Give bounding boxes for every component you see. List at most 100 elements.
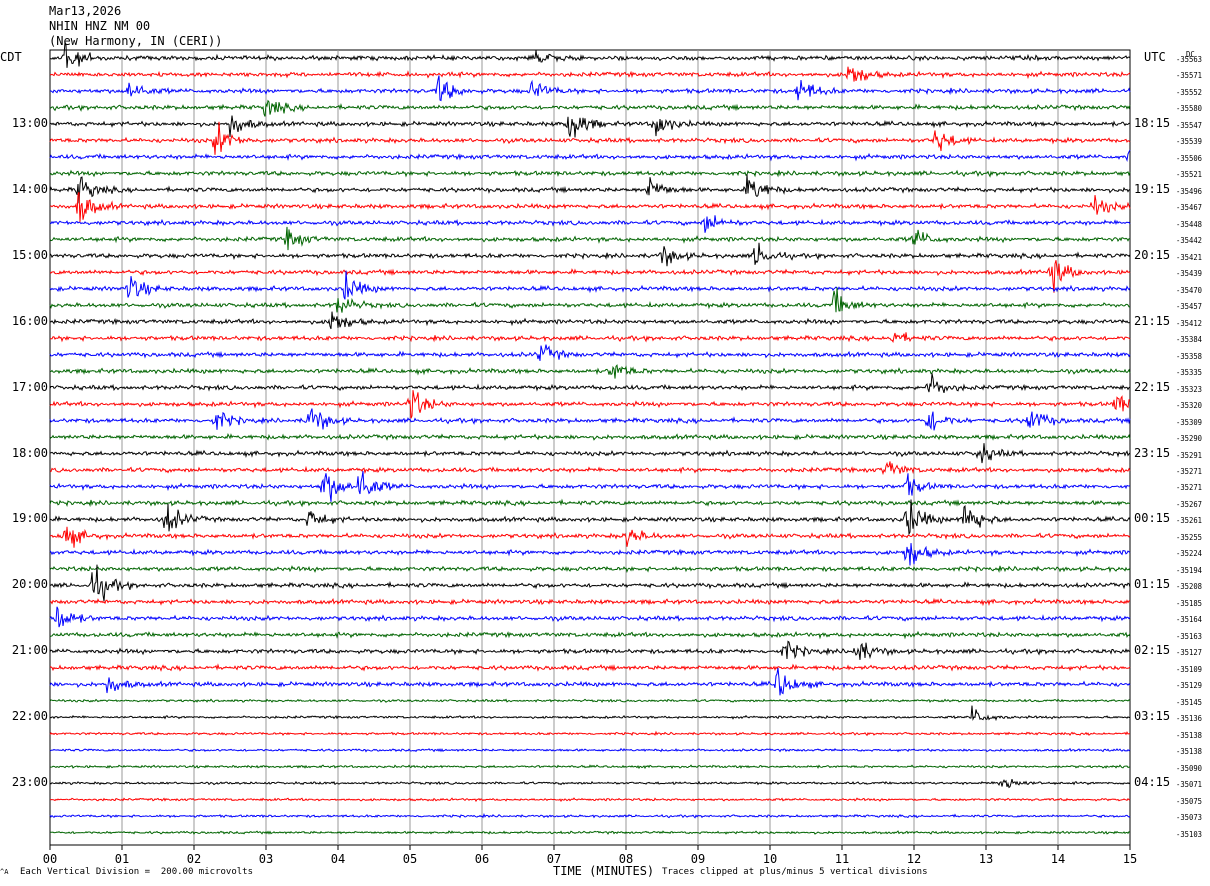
x-tick-label: 10 — [762, 852, 778, 866]
right-time-label: 20:15 — [1134, 247, 1171, 262]
trace-offset-label: -35271 — [1176, 467, 1203, 476]
x-tick-label: 02 — [186, 852, 202, 866]
right-time-label: 22:15 — [1134, 379, 1171, 394]
trace-offset-label: -35320 — [1176, 401, 1203, 411]
seismic-trace — [49, 311, 1131, 330]
left-timezone-label: CDT — [0, 50, 22, 64]
seismic-trace — [49, 149, 1131, 163]
seismic-trace — [49, 640, 1131, 660]
seismic-trace — [49, 830, 1131, 835]
seismic-trace — [49, 408, 1131, 431]
trace-offset-label: -35129 — [1176, 681, 1203, 691]
seismic-trace — [49, 564, 1131, 602]
seismic-trace — [49, 373, 1131, 394]
right-time-label: 21:15 — [1134, 313, 1171, 328]
header-station: NHIN HNZ NM 00 — [49, 19, 151, 33]
seismic-trace — [49, 597, 1131, 607]
right-time-label: 18:15 — [1134, 115, 1171, 130]
trace-offset-label: -35563 — [1176, 55, 1203, 64]
x-tick-label: 01 — [114, 852, 130, 866]
x-tick-label: 11 — [834, 852, 850, 866]
right-time-label: 03:15 — [1134, 709, 1171, 724]
seismic-trace — [49, 332, 1131, 343]
trace-offset-label: -35384 — [1176, 335, 1203, 345]
trace-offset-label: -35071 — [1176, 780, 1203, 790]
seismic-trace — [49, 543, 1131, 566]
trace-offset-label: -35073 — [1176, 813, 1203, 823]
footer-clip-note: Traces clipped at plus/minus 5 vertical … — [662, 867, 928, 877]
trace-offset-label: -35521 — [1176, 170, 1203, 180]
trace-offset-label: -35358 — [1176, 351, 1203, 361]
trace-offset-label: -35571 — [1176, 71, 1203, 81]
seismic-trace — [49, 75, 1131, 102]
seismic-trace — [49, 260, 1131, 293]
trace-offset-label: -35075 — [1176, 796, 1203, 806]
x-tick-label: 14 — [1050, 852, 1066, 866]
trace-offset-label: -35138 — [1176, 747, 1203, 757]
x-tick-label: 00 — [42, 852, 58, 866]
seismic-trace — [49, 169, 1131, 178]
trace-offset-label: -35412 — [1176, 318, 1203, 328]
seismic-trace — [49, 747, 1131, 753]
seismic-trace — [49, 764, 1131, 770]
trace-offset-label: -35261 — [1176, 516, 1203, 526]
trace-offset-label: -35496 — [1176, 186, 1203, 196]
left-time-label: 16:00 — [11, 313, 48, 328]
trace-offset-label: -35185 — [1176, 598, 1203, 608]
x-tick-label: 13 — [978, 852, 994, 866]
seismic-trace — [49, 443, 1131, 464]
right-time-label: 04:15 — [1134, 775, 1171, 790]
left-time-label: 15:00 — [11, 247, 48, 262]
left-time-label: 19:00 — [11, 511, 48, 526]
corner-mark: ^A — [0, 868, 9, 876]
plot-frame — [49, 49, 1131, 846]
trace-offset-label: -35323 — [1176, 384, 1203, 394]
seismic-trace — [49, 115, 1131, 138]
left-time-label: 18:00 — [11, 445, 48, 460]
trace-offset-label: -35291 — [1176, 450, 1203, 460]
left-time-label: 20:00 — [11, 577, 48, 592]
trace-offset-label: -35421 — [1176, 252, 1203, 262]
header-location: (New Harmony, IN (CERI)) — [49, 34, 223, 48]
trace-offset-label: -35255 — [1176, 532, 1203, 542]
seismic-trace — [49, 630, 1131, 640]
right-time-label: 19:15 — [1134, 181, 1171, 196]
x-tick-label: 08 — [618, 852, 634, 866]
right-time-label: 23:15 — [1134, 445, 1171, 460]
trace-offset-label: -35208 — [1176, 582, 1203, 592]
left-time-label: 17:00 — [11, 379, 48, 394]
seismic-trace — [49, 812, 1131, 819]
seismic-trace — [49, 66, 1131, 82]
right-time-label: 01:15 — [1134, 577, 1171, 592]
x-tick-label: 03 — [258, 852, 274, 866]
trace-offset-label: -35457 — [1176, 302, 1203, 312]
trace-offset-label: -35138 — [1176, 730, 1203, 740]
seismic-trace — [49, 461, 1131, 476]
trace-offset-label: -35290 — [1176, 434, 1203, 444]
trace-offset-label: -35103 — [1176, 829, 1203, 839]
seismic-trace — [49, 499, 1131, 536]
trace-offset-label: -35470 — [1176, 285, 1203, 295]
x-tick-label: 06 — [474, 852, 490, 866]
seismic-trace — [49, 41, 1131, 68]
seismic-trace — [49, 526, 1131, 548]
seismic-trace — [49, 226, 1131, 251]
trace-offset-label: -35109 — [1176, 664, 1203, 674]
left-time-label: 22:00 — [11, 709, 48, 724]
seismic-trace — [49, 565, 1131, 574]
seismic-trace — [49, 667, 1131, 696]
seismic-trace — [49, 705, 1131, 722]
trace-offset-label: -35136 — [1176, 714, 1203, 724]
seismic-trace — [49, 242, 1131, 267]
trace-offset-label: -35552 — [1176, 87, 1203, 97]
x-tick-label: 04 — [330, 852, 346, 866]
right-time-label: 02:15 — [1134, 643, 1171, 658]
seismic-trace — [49, 797, 1131, 803]
footer-scale-note: Each Vertical Division = 200.00 microvol… — [20, 867, 253, 877]
seismic-trace — [49, 99, 1131, 117]
seismic-trace — [49, 364, 1131, 379]
seismic-trace — [49, 287, 1131, 313]
seismic-trace — [49, 390, 1131, 419]
